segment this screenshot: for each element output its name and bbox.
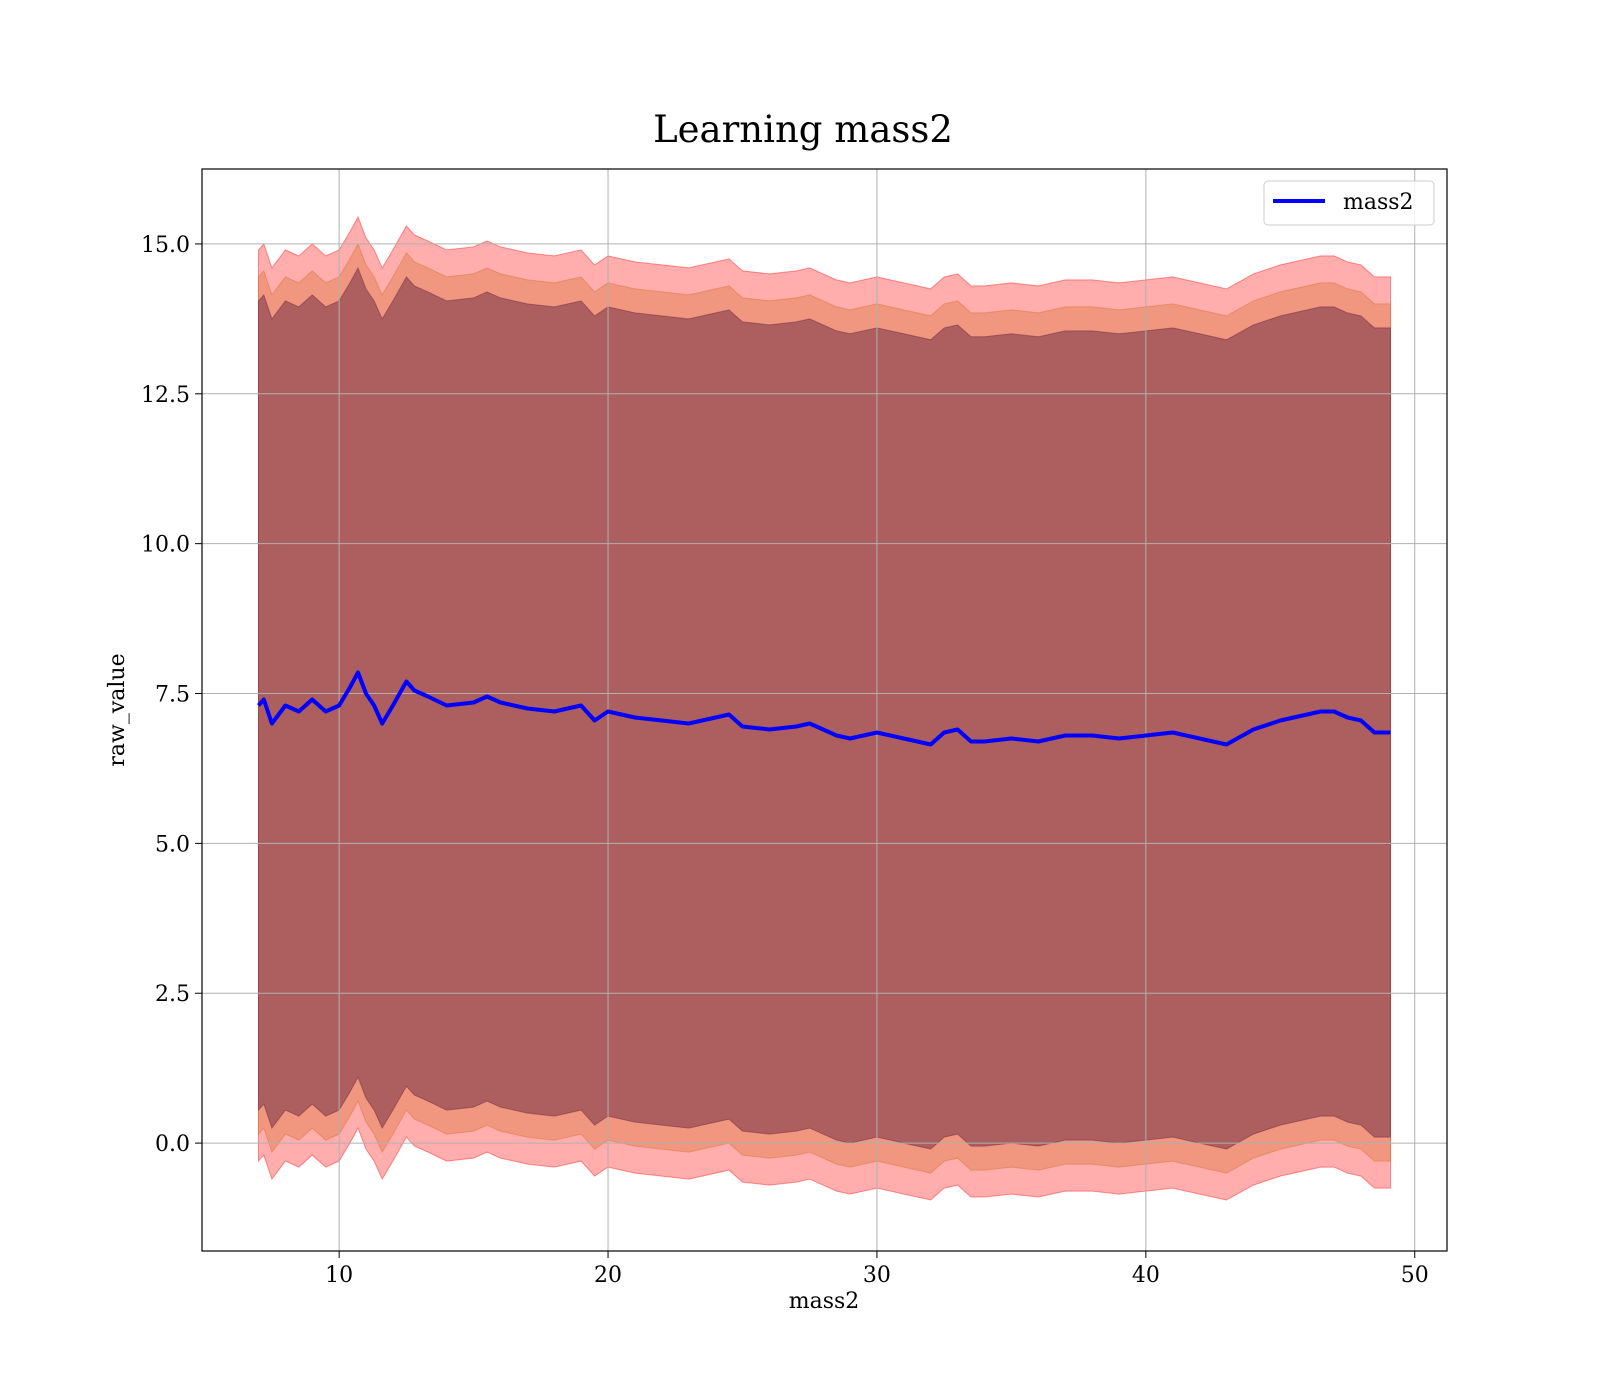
x-tick-label-3: 40 bbox=[1132, 1263, 1160, 1288]
y-tick-label-2: 5.0 bbox=[155, 832, 190, 857]
x-axis-label: mass2 bbox=[789, 1289, 860, 1314]
grid-lines bbox=[202, 169, 1447, 1251]
y-axis-ticks: 0.0 2.5 5.0 7.5 10.0 12.5 15.0 bbox=[141, 233, 202, 1157]
y-tick-label-6: 15.0 bbox=[141, 233, 190, 258]
x-tick-label-0: 10 bbox=[325, 1263, 353, 1288]
plot-frame bbox=[201, 168, 1448, 1252]
confidence-bands bbox=[258, 215, 1391, 1201]
x-tick-label-4: 50 bbox=[1401, 1263, 1429, 1288]
band-inner bbox=[258, 266, 1391, 1150]
chart-title: Learning mass2 bbox=[653, 108, 953, 151]
y-tick-label-3: 7.5 bbox=[155, 683, 190, 708]
legend-box bbox=[1263, 180, 1435, 226]
plot-area bbox=[202, 169, 1447, 1251]
band-middle bbox=[258, 242, 1391, 1174]
y-tick-label-4: 10.0 bbox=[141, 533, 190, 558]
y-axis-label: raw_value bbox=[105, 653, 130, 766]
x-axis-ticks: 10 20 30 40 50 bbox=[325, 1251, 1429, 1288]
series-lines bbox=[257, 670, 1391, 747]
y-tick-label-1: 2.5 bbox=[155, 982, 190, 1007]
y-tick-label-5: 12.5 bbox=[141, 383, 190, 408]
legend: mass2 bbox=[1263, 180, 1435, 226]
y-tick-label-0: 0.0 bbox=[155, 1132, 190, 1157]
x-tick-label-1: 20 bbox=[594, 1263, 622, 1288]
legend-label-mass2: mass2 bbox=[1343, 190, 1414, 215]
band-outer bbox=[258, 215, 1391, 1201]
x-tick-label-2: 30 bbox=[863, 1263, 891, 1288]
series-line-mass2 bbox=[257, 670, 1391, 747]
